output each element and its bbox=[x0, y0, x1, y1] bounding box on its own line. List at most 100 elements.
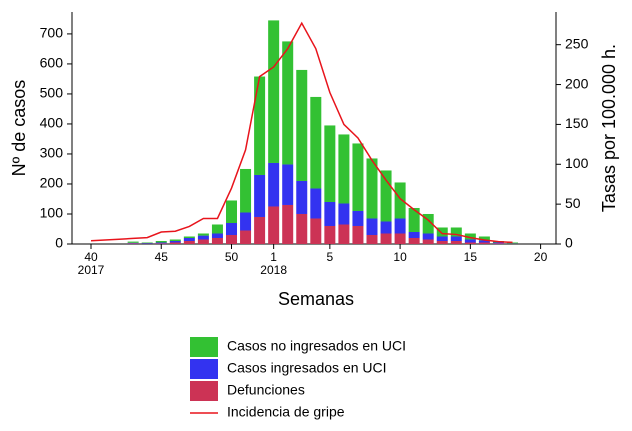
bar bbox=[282, 41, 293, 164]
bar bbox=[226, 200, 237, 223]
bar bbox=[156, 243, 167, 244]
bar bbox=[170, 242, 181, 244]
bar bbox=[381, 170, 392, 221]
x-tick-label: 5 bbox=[327, 250, 334, 264]
bar bbox=[395, 218, 406, 233]
bar bbox=[409, 208, 420, 232]
x-group-label: 2018 bbox=[260, 263, 287, 277]
bar bbox=[437, 241, 448, 244]
x-tick-label: 40 bbox=[84, 250, 98, 264]
y-tick-label: 500 bbox=[40, 85, 64, 101]
x-tick-label: 10 bbox=[393, 250, 407, 264]
bar bbox=[170, 239, 181, 241]
x-tick-label: 20 bbox=[534, 250, 548, 264]
bar bbox=[296, 181, 307, 214]
bar bbox=[465, 239, 476, 242]
bar bbox=[170, 241, 181, 243]
x-tick-label: 45 bbox=[155, 250, 169, 264]
y-tick-label: 400 bbox=[40, 115, 64, 131]
bar bbox=[240, 212, 251, 230]
legend-label: Defunciones bbox=[227, 382, 305, 398]
y-tick-label: 300 bbox=[40, 145, 64, 161]
bar bbox=[156, 242, 167, 243]
bar bbox=[296, 70, 307, 181]
bar bbox=[184, 238, 195, 241]
bar bbox=[226, 235, 237, 244]
bar bbox=[437, 236, 448, 241]
bar bbox=[282, 205, 293, 244]
bar bbox=[184, 236, 195, 238]
bar bbox=[254, 77, 265, 175]
bar bbox=[212, 224, 223, 233]
bar bbox=[310, 218, 321, 244]
x-group-label: 2017 bbox=[78, 263, 105, 277]
bar bbox=[198, 239, 209, 244]
bar bbox=[310, 97, 321, 189]
bar bbox=[254, 175, 265, 217]
bar bbox=[493, 243, 504, 244]
legend-swatch bbox=[190, 359, 218, 379]
legend-label: Incidencia de gripe bbox=[227, 404, 345, 420]
legend-swatch bbox=[190, 337, 218, 357]
y-tick-label: 700 bbox=[40, 25, 64, 41]
x-tick-label: 50 bbox=[225, 250, 239, 264]
bar bbox=[240, 169, 251, 213]
bar bbox=[128, 243, 139, 244]
bar bbox=[381, 233, 392, 244]
bar bbox=[184, 241, 195, 244]
bar bbox=[367, 218, 378, 235]
bar bbox=[296, 214, 307, 244]
legend-swatch bbox=[190, 381, 218, 401]
legend-label: Casos no ingresados en UCI bbox=[227, 338, 406, 354]
y2-tick-label: 250 bbox=[565, 35, 589, 51]
bar bbox=[395, 182, 406, 218]
bar bbox=[423, 239, 434, 244]
bar bbox=[324, 125, 335, 202]
bar bbox=[451, 236, 462, 241]
bar bbox=[212, 238, 223, 244]
bar bbox=[226, 223, 237, 235]
bar bbox=[395, 233, 406, 244]
bar bbox=[268, 20, 279, 163]
bar bbox=[381, 221, 392, 233]
bar bbox=[198, 236, 209, 240]
bar bbox=[338, 224, 349, 244]
bar bbox=[367, 235, 378, 244]
bar bbox=[240, 230, 251, 244]
bar bbox=[465, 242, 476, 244]
y2-axis-title: Tasas por 100.000 h. bbox=[599, 44, 619, 212]
bar bbox=[198, 233, 209, 235]
bar bbox=[409, 238, 420, 244]
y2-tick-label: 200 bbox=[565, 75, 589, 91]
bar bbox=[352, 226, 363, 244]
y2-tick-label: 0 bbox=[565, 235, 573, 251]
y-tick-label: 100 bbox=[40, 205, 64, 221]
bar bbox=[142, 242, 153, 243]
bar bbox=[128, 243, 139, 244]
bar bbox=[338, 203, 349, 224]
y-axis-title: Nº de casos bbox=[9, 80, 29, 177]
bar bbox=[268, 163, 279, 207]
y2-tick-label: 150 bbox=[565, 115, 589, 131]
y2-tick-label: 50 bbox=[565, 195, 581, 211]
bar bbox=[437, 227, 448, 236]
y-tick-label: 200 bbox=[40, 175, 64, 191]
bar bbox=[282, 164, 293, 205]
x-axis-title: Semanas bbox=[278, 289, 354, 309]
bar bbox=[493, 242, 504, 243]
bar bbox=[338, 134, 349, 203]
bar bbox=[451, 241, 462, 244]
x-tick-label: 15 bbox=[464, 250, 478, 264]
bar bbox=[479, 242, 490, 244]
legend-label: Casos ingresados en UCI bbox=[227, 360, 387, 376]
bar bbox=[423, 233, 434, 239]
y2-tick-label: 100 bbox=[565, 155, 589, 171]
bar bbox=[268, 206, 279, 244]
bar bbox=[310, 188, 321, 218]
bar bbox=[367, 158, 378, 218]
bar bbox=[254, 217, 265, 244]
bar bbox=[409, 232, 420, 238]
bar bbox=[128, 242, 139, 243]
bar bbox=[352, 211, 363, 226]
